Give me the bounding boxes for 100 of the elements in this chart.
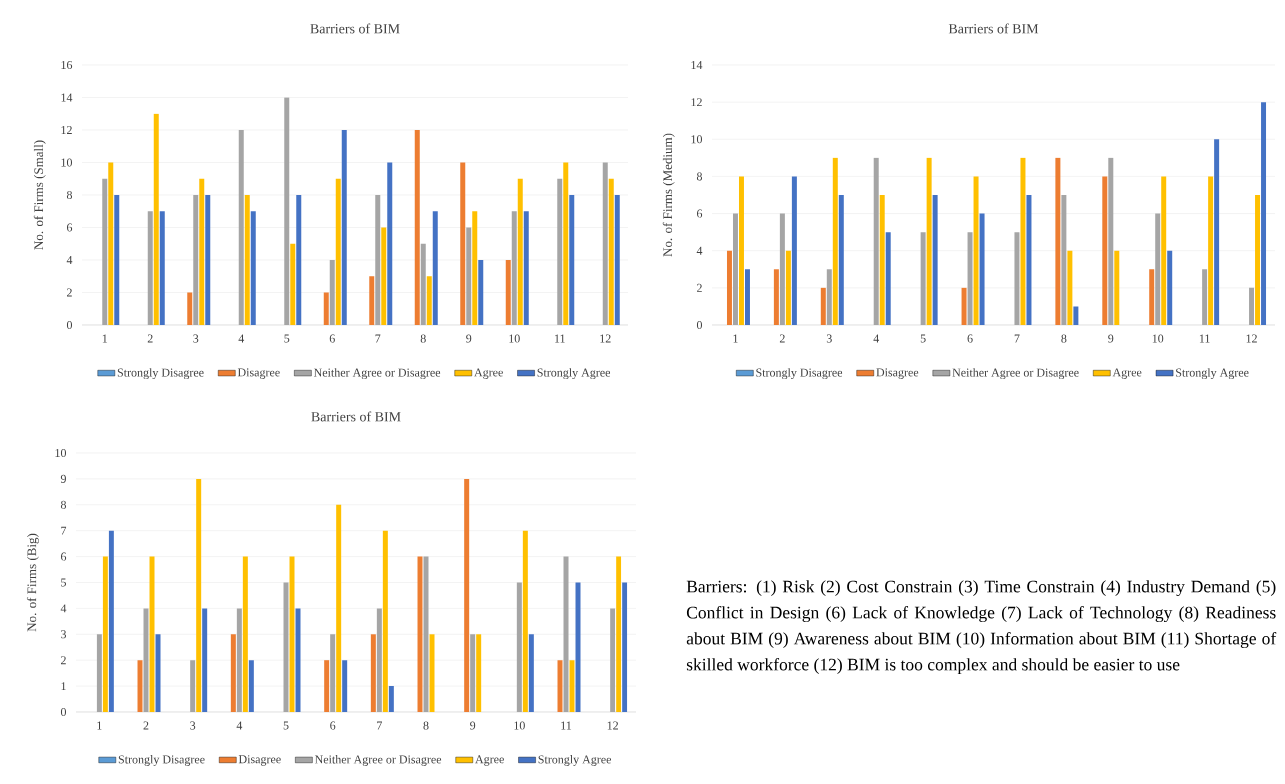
x-tick-label: 10 xyxy=(1152,334,1164,343)
bar xyxy=(370,634,376,712)
legend-label: Disagree xyxy=(876,368,919,379)
legend-label: Neither Agree or Disagree xyxy=(952,368,1079,380)
legend-label: Strongly Disagree xyxy=(118,755,205,766)
bar xyxy=(979,213,985,325)
bar xyxy=(726,250,732,325)
bar xyxy=(324,660,330,712)
x-tick-label: 6 xyxy=(967,334,973,343)
bar xyxy=(1208,176,1214,325)
bar xyxy=(205,194,211,325)
bar xyxy=(478,259,484,325)
y-tick-label: 2 xyxy=(61,656,66,665)
legend-label: Disagree xyxy=(238,755,281,766)
x-tick-label: 8 xyxy=(420,334,426,343)
bar xyxy=(885,232,891,325)
bar xyxy=(602,162,608,325)
bar xyxy=(1114,250,1120,325)
bar xyxy=(330,634,336,712)
text: Barriers: (1) Risk (2) Cost Constrain (3) Time Constrain (4) Industry Demand (5) Conflict in Design (6) Lack of Knowledge (7) Lack of Technology (8) Readiness about BIM (9) Awareness about BIM (10) Information about BIM (11) Shortage of skilled workforce (12) BIM is too complex and should be easier to use xyxy=(686,580,1277,675)
bar xyxy=(296,194,302,325)
bar xyxy=(114,194,120,325)
bar xyxy=(832,157,838,325)
x-tick-label: 9 xyxy=(466,334,472,343)
x-tick-label: 1 xyxy=(97,721,102,730)
legend-label: Agree xyxy=(1112,368,1142,379)
bar xyxy=(1155,213,1161,325)
bar xyxy=(244,194,250,325)
legend-label: Disagree xyxy=(237,368,280,379)
x-tick-label: 7 xyxy=(377,721,382,730)
bar xyxy=(511,211,517,325)
bar xyxy=(417,556,423,712)
bar xyxy=(190,660,196,712)
bar xyxy=(283,582,289,712)
bar xyxy=(575,582,581,712)
bar xyxy=(744,269,750,325)
bar xyxy=(1061,194,1067,325)
bar xyxy=(920,232,926,325)
bar xyxy=(342,660,348,712)
bar xyxy=(1149,269,1155,325)
bar xyxy=(610,608,616,712)
x-tick-label: 11 xyxy=(561,721,572,730)
bar xyxy=(569,194,575,325)
bar xyxy=(238,129,244,325)
bar xyxy=(102,178,108,325)
bar xyxy=(250,211,256,325)
bar xyxy=(248,660,254,712)
bar xyxy=(1026,194,1032,325)
x-tick-label: 2 xyxy=(147,334,153,343)
bar xyxy=(149,556,155,712)
y-tick-label: 0 xyxy=(696,320,703,330)
y-tick-label: 4 xyxy=(60,604,67,613)
bar xyxy=(153,113,159,325)
y-tick-label: 5 xyxy=(61,578,67,587)
y-tick-label: 9 xyxy=(60,474,66,483)
bar xyxy=(563,162,569,325)
bar xyxy=(388,686,394,712)
bar xyxy=(335,178,341,325)
bar xyxy=(973,176,979,325)
bar xyxy=(290,243,296,325)
y-tick-label: 16 xyxy=(61,60,73,70)
y-tick-label: 8 xyxy=(60,500,67,509)
bar xyxy=(472,211,478,325)
legend-label: Strongly Agree xyxy=(537,368,611,380)
bar xyxy=(773,269,779,325)
x-tick-label: 2 xyxy=(779,334,785,343)
bar xyxy=(967,232,973,325)
x-tick-label: 7 xyxy=(1014,334,1020,343)
bar xyxy=(147,211,153,325)
y-tick-label: 12 xyxy=(691,98,702,107)
x-tick-label: 8 xyxy=(423,721,429,730)
bar xyxy=(295,608,301,712)
bar xyxy=(102,556,108,712)
bar xyxy=(476,634,482,712)
chart-title: Barriers of BIM xyxy=(311,411,401,422)
bar xyxy=(1167,250,1173,325)
legend-label: Strongly Disagree xyxy=(756,368,843,380)
legend-label: Strongly Agree xyxy=(538,755,612,766)
chart-title: Barriers of BIM xyxy=(310,23,400,34)
bar xyxy=(199,178,205,325)
bar xyxy=(230,634,236,712)
y-tick-label: 2 xyxy=(697,283,702,292)
chart-title: Barriers of BIM xyxy=(948,23,1039,34)
x-tick-label: 2 xyxy=(143,721,149,730)
bar xyxy=(470,634,476,712)
legend-label: Neither Agree or Disagree xyxy=(314,755,442,766)
bar xyxy=(1214,139,1220,325)
y-tick-label: 0 xyxy=(60,707,67,717)
bar xyxy=(1161,176,1167,325)
bar xyxy=(616,556,622,712)
bar xyxy=(523,211,529,325)
y-tick-label: 8 xyxy=(696,172,703,181)
bar xyxy=(1014,232,1020,325)
x-tick-label: 12 xyxy=(1246,334,1257,343)
x-tick-label: 10 xyxy=(514,721,525,730)
bar xyxy=(1108,157,1114,325)
bar xyxy=(1255,194,1261,325)
y-tick-label: 2 xyxy=(67,288,72,297)
legend-label: Strongly Disagree xyxy=(117,368,204,380)
x-tick-label: 7 xyxy=(375,334,381,343)
